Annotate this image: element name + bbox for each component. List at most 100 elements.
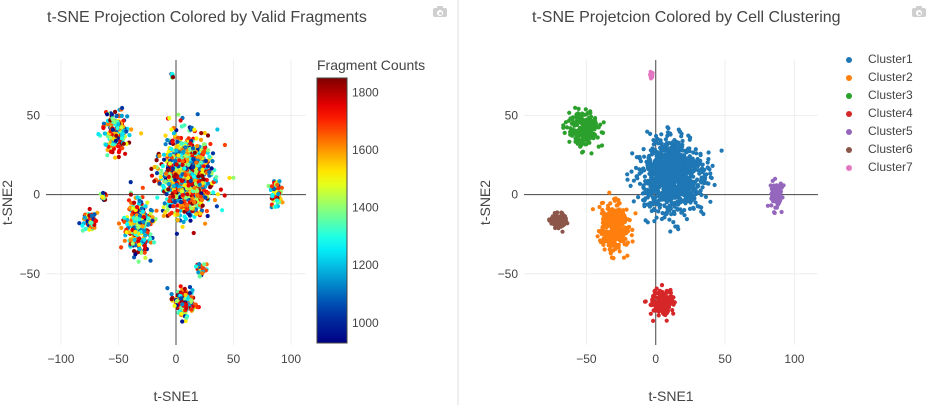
data-point — [194, 136, 199, 141]
data-point — [672, 186, 677, 192]
data-point — [657, 205, 662, 210]
data-point — [663, 175, 668, 180]
data-point — [651, 199, 656, 205]
data-point — [583, 124, 588, 129]
data-point — [178, 199, 183, 205]
data-point — [183, 145, 188, 150]
data-point — [158, 171, 163, 176]
data-point — [121, 141, 126, 146]
data-point — [205, 164, 210, 169]
data-point — [560, 229, 565, 234]
data-point — [671, 220, 676, 225]
legend-marker — [846, 165, 852, 171]
data-point — [562, 214, 568, 219]
data-point — [176, 135, 181, 140]
data-point — [275, 182, 280, 187]
data-point — [773, 192, 778, 197]
data-point — [103, 142, 108, 147]
data-point — [575, 131, 580, 137]
data-point — [693, 200, 698, 205]
data-point — [553, 225, 558, 231]
data-point — [665, 205, 670, 210]
data-point — [200, 167, 205, 172]
data-point — [648, 302, 653, 307]
data-point — [657, 156, 662, 161]
data-point — [164, 171, 169, 176]
data-point — [561, 218, 566, 223]
data-point — [669, 212, 674, 217]
data-point — [695, 204, 700, 209]
x-axis-title: t-SNE1 — [153, 388, 198, 404]
data-point — [600, 208, 605, 213]
data-point — [182, 183, 188, 188]
data-point — [710, 163, 715, 168]
data-point — [590, 207, 595, 212]
data-point — [697, 171, 702, 176]
data-point — [275, 198, 280, 203]
data-point — [778, 198, 783, 203]
camera-icon[interactable] — [912, 6, 926, 17]
data-point — [114, 133, 119, 138]
data-point — [180, 192, 185, 197]
data-point — [697, 161, 702, 166]
data-point — [681, 157, 687, 162]
data-point — [649, 187, 654, 192]
data-point — [116, 221, 122, 226]
data-point — [687, 154, 692, 159]
data-point — [659, 132, 664, 137]
data-point — [775, 201, 780, 206]
data-point — [108, 149, 113, 154]
data-point — [180, 159, 185, 164]
data-point — [600, 224, 606, 229]
data-point — [180, 224, 185, 229]
data-point — [193, 178, 198, 183]
data-point — [171, 131, 176, 136]
data-point — [186, 162, 191, 167]
data-point — [164, 192, 169, 197]
data-point — [201, 177, 206, 182]
data-point — [154, 208, 159, 213]
data-point — [675, 149, 680, 154]
data-point — [687, 206, 693, 211]
data-point — [203, 268, 208, 273]
data-point — [192, 200, 197, 205]
scatter-points — [77, 71, 285, 324]
data-point — [174, 162, 179, 167]
data-point — [199, 191, 204, 196]
legend-label: Cluster1 — [868, 52, 913, 66]
data-point — [633, 165, 639, 170]
data-point — [192, 185, 197, 190]
data-point — [627, 224, 632, 230]
data-point — [198, 194, 203, 199]
data-point — [174, 148, 179, 153]
data-point — [202, 262, 207, 267]
left-chart-title: t-SNE Projection Colored by Valid Fragme… — [47, 9, 367, 26]
data-point — [124, 129, 129, 134]
camera-icon[interactable] — [433, 6, 447, 17]
data-point — [687, 164, 692, 169]
data-point — [122, 238, 127, 243]
data-point — [651, 138, 656, 143]
data-point — [161, 183, 166, 189]
data-point — [134, 216, 139, 221]
x-tick-label: −50 — [108, 352, 129, 366]
data-point — [567, 139, 572, 144]
data-point — [191, 230, 196, 236]
legend-label: Cluster7 — [868, 160, 913, 174]
data-point — [667, 186, 672, 191]
data-point — [680, 176, 685, 181]
data-point — [171, 184, 176, 189]
data-point — [614, 203, 619, 208]
data-point — [128, 180, 133, 185]
y-tick-label: 50 — [27, 108, 41, 122]
data-point — [680, 148, 685, 153]
data-point — [137, 213, 143, 219]
data-point — [182, 286, 187, 291]
x-tick-label: 50 — [227, 352, 241, 366]
data-point — [670, 170, 675, 175]
data-point — [101, 190, 106, 196]
data-point — [580, 140, 586, 145]
data-point — [668, 290, 673, 295]
data-point — [128, 238, 133, 243]
data-point — [185, 192, 190, 197]
